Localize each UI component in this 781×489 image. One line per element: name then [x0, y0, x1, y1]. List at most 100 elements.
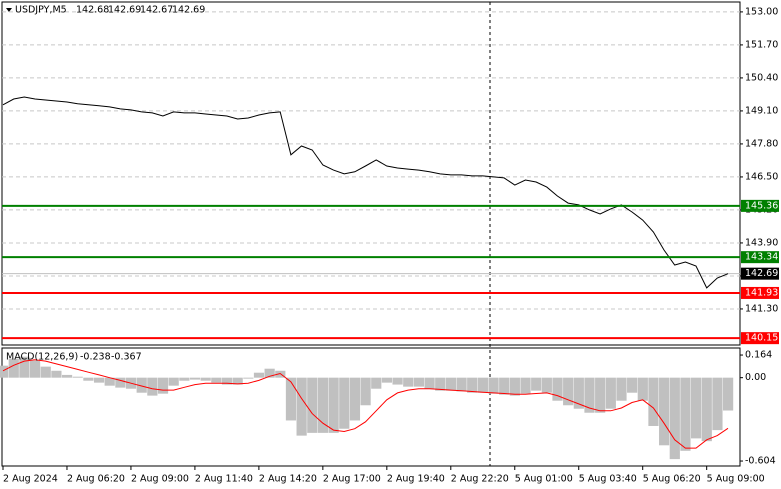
x-tick-label: 2 Aug 09:00 [131, 474, 189, 485]
y-tick-label: 141.30 [745, 303, 778, 314]
macd-bar [499, 377, 510, 395]
macd-bar [51, 370, 62, 378]
macd-bar [424, 377, 435, 389]
macd-bar [296, 377, 307, 436]
macd-bar [40, 366, 51, 378]
y-tick-label: 150.40 [745, 72, 778, 83]
signal-value: -0.367 [111, 352, 142, 363]
x-tick-label: 2 Aug 19:40 [387, 474, 445, 485]
macd-bar [168, 377, 179, 386]
macd-bar [413, 377, 425, 387]
macd-bar [264, 368, 275, 378]
macd-bar [317, 377, 329, 433]
macd-bar [285, 377, 297, 421]
price-badge-label: 141.93 [745, 287, 778, 298]
macd-bar [136, 377, 147, 393]
y-tick-label: 153.00 [745, 6, 778, 17]
macd-bar [723, 377, 734, 411]
x-tick-label: 2 Aug 22:20 [451, 474, 509, 485]
macd-bar [232, 377, 243, 385]
macd-bar [200, 377, 211, 381]
ohlc-value: 142.69 [172, 5, 205, 16]
macd-bar [520, 377, 531, 394]
price-panel [1, 1, 741, 346]
macd-bar [627, 377, 638, 393]
x-tick-label: 2 Aug 06:20 [67, 474, 125, 485]
y-tick-label: 146.50 [745, 171, 778, 182]
macd-bar [445, 377, 456, 391]
macd-bar [93, 377, 105, 383]
macd-title: MACD(12,26,9) [6, 352, 78, 363]
symbol-label: USDJPY,M5 [15, 5, 67, 16]
macd-bar [381, 377, 393, 383]
x-tick-label: 5 Aug 09:00 [707, 474, 765, 485]
y-tick-label: 0.164 [745, 350, 772, 361]
macd-bar [669, 377, 680, 460]
x-tick-label: 5 Aug 03:40 [579, 474, 637, 485]
ohlc-value: 142.69 [108, 5, 141, 16]
x-tick-label: 2 Aug 14:20 [259, 474, 317, 485]
macd-bar [83, 377, 94, 381]
y-tick-label: 147.80 [745, 138, 778, 149]
macd-bar [573, 377, 584, 409]
price-badge [741, 332, 779, 345]
macd-bar [648, 377, 659, 426]
macd-bar [328, 377, 339, 433]
signal-line [2, 359, 729, 449]
macd-bar [680, 377, 691, 451]
macd-bar [179, 377, 190, 381]
macd-bar [211, 377, 222, 383]
macd-bar [104, 377, 115, 386]
macd-bar [275, 370, 286, 378]
price-line [2, 96, 729, 289]
x-tick-label: 5 Aug 01:00 [515, 474, 573, 485]
macd-bar [552, 377, 563, 401]
macd-bar [307, 377, 318, 433]
price-badge [741, 286, 779, 299]
macd-panel [1, 347, 741, 467]
price-badge [741, 199, 779, 212]
macd-bar [221, 377, 233, 385]
macd-bar [563, 377, 574, 406]
macd-bar [691, 377, 702, 439]
macd-bar [467, 377, 478, 393]
macd-bar [595, 377, 606, 413]
macd-bar [339, 377, 350, 429]
y-tick-label: 143.90 [745, 237, 778, 248]
macd-bar [349, 377, 361, 421]
x-tick-label: 2 Aug 17:00 [323, 474, 381, 485]
macd-bar [360, 377, 371, 406]
ohlc-value: 142.67 [140, 5, 173, 16]
macd-bar [616, 377, 627, 401]
price-badge-label: 143.34 [745, 252, 778, 263]
macd-bar [19, 356, 30, 378]
macd-bar [605, 377, 616, 409]
macd-bar [403, 377, 414, 387]
macd-value: -0.238 [80, 352, 111, 363]
price-badge-label: 140.15 [745, 333, 778, 344]
macd-bar [61, 374, 73, 378]
macd-bar [189, 377, 201, 380]
menu-arrow [6, 8, 12, 12]
macd-bar [253, 372, 265, 378]
macd-bar [371, 377, 382, 389]
macd-bar [29, 360, 41, 378]
macd-bar [541, 377, 552, 393]
macd-bar [392, 377, 403, 385]
macd-bar [243, 377, 254, 379]
macd-bar [8, 358, 19, 378]
macd-bar [701, 377, 712, 442]
y-tick-label: 0.00 [745, 372, 766, 383]
y-tick-label: 151.70 [745, 39, 778, 50]
macd-bar [637, 377, 648, 401]
macd-bar [509, 377, 520, 396]
macd-bar [147, 377, 158, 396]
macd-bar [435, 377, 446, 391]
macd-bar [115, 377, 126, 388]
x-tick-label: 2 Aug 2024 [3, 474, 58, 485]
x-tick-label: 2 Aug 11:40 [195, 474, 253, 485]
price-badge [741, 251, 779, 264]
macd-bar [531, 377, 542, 391]
macd-bar [477, 377, 488, 393]
